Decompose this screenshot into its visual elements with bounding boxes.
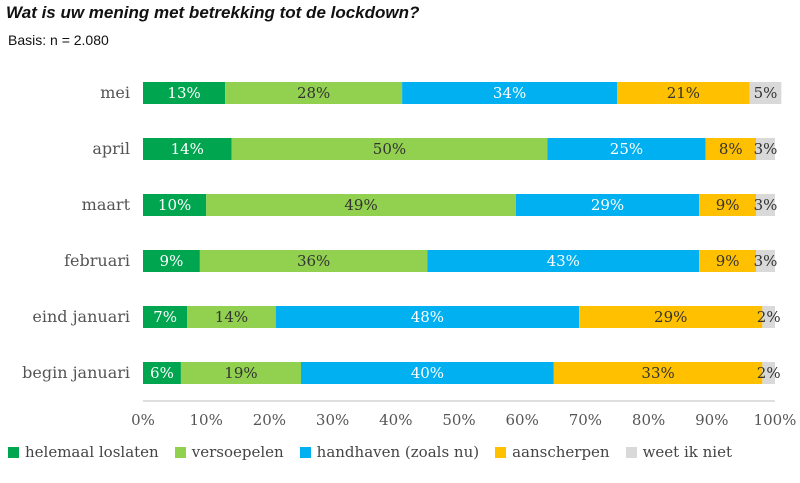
bar-segment: [579, 306, 763, 328]
bar-segment: [699, 250, 757, 272]
chart-subtitle: Basis: n = 2.080: [8, 32, 109, 48]
data-label: 49%: [344, 196, 377, 214]
data-label: 19%: [224, 364, 257, 382]
bar-segment: [756, 194, 775, 216]
bar-segment: [225, 82, 403, 104]
bar-segment: [187, 306, 276, 328]
category-label: maart: [82, 195, 131, 214]
bar-segment: [206, 194, 516, 216]
data-label: 33%: [641, 364, 674, 382]
data-label: 29%: [591, 196, 624, 214]
bar-segment: [762, 306, 775, 328]
data-label: 5%: [754, 84, 778, 102]
data-label: 28%: [297, 84, 330, 102]
x-tick-label: 0%: [131, 411, 155, 429]
bar-segment: [699, 194, 757, 216]
stacked-bar-chart: 0% 10% 20% 30% 40% 50% 60% 70% 80% 90% 100% mei 13% 2…: [22, 82, 797, 429]
x-tick-label: 30%: [316, 411, 349, 429]
x-tick-label: 60%: [506, 411, 539, 429]
bar-segment: [756, 138, 775, 160]
data-label: 48%: [411, 308, 444, 326]
legend-label: helemaal loslaten: [25, 443, 159, 461]
bar-segment: [143, 250, 200, 272]
bar-segment: [143, 138, 232, 160]
bar-segment: [199, 250, 428, 272]
legend-swatch: [174, 446, 186, 458]
bar-segment: [756, 250, 775, 272]
x-tick-label: 50%: [442, 411, 475, 429]
data-label: 13%: [167, 84, 200, 102]
legend-item: helemaal loslaten: [8, 443, 159, 461]
chart-legend: helemaal loslaten versoepelen handhaven (z…: [8, 443, 748, 461]
bar-segment: [143, 362, 181, 384]
bar-segment: [547, 138, 706, 160]
data-label: 9%: [716, 252, 740, 270]
data-label: 9%: [716, 196, 740, 214]
data-label: 7%: [153, 308, 177, 326]
legend-label: handhaven (zoals nu): [316, 443, 480, 461]
data-label: 3%: [754, 196, 778, 214]
category-label: mei: [100, 83, 130, 102]
x-tick-label: 10%: [190, 411, 223, 429]
bar-segment: [231, 138, 548, 160]
bar-segment: [143, 194, 207, 216]
bar-segment: [180, 362, 301, 384]
bar-segment: [749, 82, 782, 104]
data-label: 43%: [547, 252, 580, 270]
legend-item: aanscherpen: [495, 443, 610, 461]
bar-segment: [617, 82, 750, 104]
x-tick-label: 90%: [695, 411, 728, 429]
data-label: 14%: [171, 140, 204, 158]
bar-segment: [515, 194, 700, 216]
legend-label: versoepelen: [191, 443, 284, 461]
data-label: 21%: [667, 84, 700, 102]
data-label: 2%: [757, 364, 781, 382]
chart-title: Wat is uw mening met betrekking tot de l…: [6, 3, 420, 22]
legend-swatch: [8, 446, 19, 458]
x-tick-label: 100%: [754, 411, 797, 429]
legend-label: aanscherpen: [512, 443, 610, 461]
category-label: april: [92, 139, 130, 158]
data-label: 3%: [754, 140, 778, 158]
data-label: 10%: [158, 196, 191, 214]
x-tick-label: 70%: [569, 411, 602, 429]
category-label: eind januari: [32, 307, 130, 326]
bar-segment: [762, 362, 775, 384]
data-label: 25%: [610, 140, 643, 158]
bar-segment: [143, 306, 188, 328]
data-label: 2%: [757, 308, 781, 326]
data-label: 50%: [373, 140, 406, 158]
bar-segment: [553, 362, 763, 384]
legend-swatch: [495, 446, 507, 458]
bar-segment: [402, 82, 617, 104]
bar-segment: [705, 138, 757, 160]
legend-item: handhaven (zoals nu): [299, 443, 480, 461]
category-label: februari: [64, 251, 130, 270]
bar-segment: [301, 362, 554, 384]
data-label: 3%: [754, 252, 778, 270]
data-label: 9%: [160, 252, 184, 270]
data-label: 14%: [215, 308, 248, 326]
data-label: 6%: [150, 364, 174, 382]
bar-segment: [427, 250, 700, 272]
data-label: 40%: [411, 364, 444, 382]
x-tick-label: 20%: [253, 411, 286, 429]
legend-label: weet ik niet: [642, 443, 733, 461]
legend-swatch: [625, 446, 637, 458]
data-label: 36%: [297, 252, 330, 270]
x-tick-label: 40%: [379, 411, 412, 429]
category-label: begin januari: [22, 363, 130, 382]
bar-segment: [275, 306, 580, 328]
data-label: 29%: [654, 308, 687, 326]
data-label: 34%: [493, 84, 526, 102]
data-label: 8%: [719, 140, 743, 158]
bar-segment: [143, 82, 226, 104]
legend-item: versoepelen: [174, 443, 284, 461]
x-tick-label: 80%: [632, 411, 665, 429]
legend-swatch: [299, 446, 311, 458]
legend-item: weet ik niet: [625, 443, 733, 461]
